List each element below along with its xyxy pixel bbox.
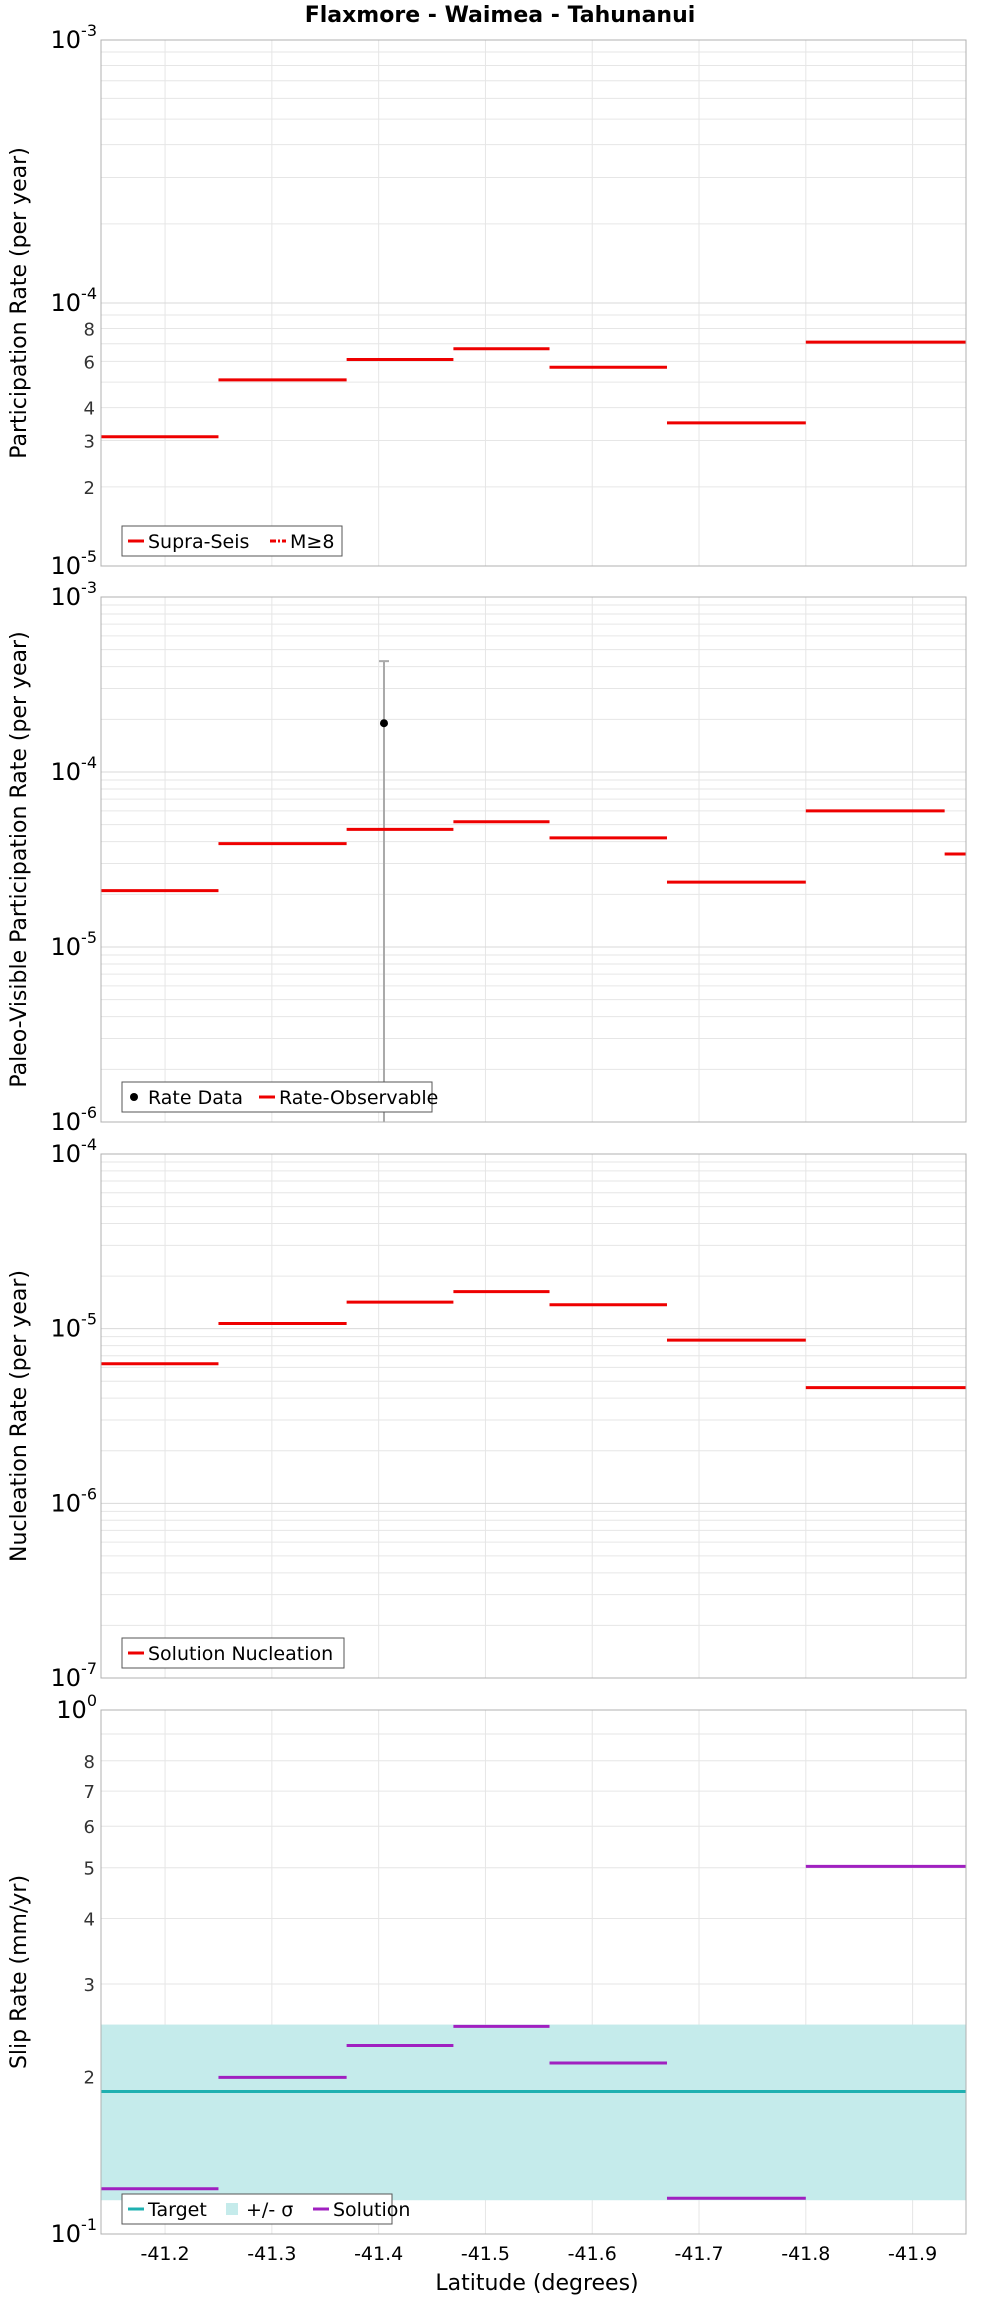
y-tick-label: 10-3 (51, 21, 98, 54)
x-tick-label: -41.2 (140, 2243, 189, 2265)
y-tick-label: 100 (56, 1691, 97, 1724)
legend-marker (130, 1093, 138, 1101)
data-layer (101, 1290, 966, 1390)
x-tick-label: -41.5 (461, 2243, 510, 2265)
legend-box (121, 525, 343, 557)
y-tick-label: 10-6 (51, 1484, 98, 1517)
y-minor-tick-label: 7 (84, 1782, 95, 1803)
y-tick-label: 10-4 (51, 753, 98, 786)
y-minor-tick-label: 2 (84, 2067, 95, 2088)
y-axis-label: Slip Rate (mm/yr) (7, 1875, 32, 2069)
y-minor-tick-label: 2 (84, 478, 95, 499)
legend: Target +/- σ Solution (121, 2193, 410, 2225)
y-tick-label: 10-4 (51, 284, 98, 317)
y-tick-label: 10-3 (51, 578, 98, 611)
legend-label: Solution Nucleation (148, 1643, 333, 1665)
rate-data-point (379, 719, 388, 728)
y-axis-label: Participation Rate (per year) (7, 147, 32, 459)
data-layer (101, 340, 966, 439)
legend-marker (226, 2203, 238, 2215)
plot-frame (100, 596, 967, 1123)
plot-frame (100, 39, 967, 567)
y-axis-label: Nucleation Rate (per year) (7, 1270, 32, 1562)
x-tick-label: -41.7 (674, 2243, 723, 2265)
x-tick-label: -41.3 (247, 2243, 296, 2265)
chart-title: Flaxmore - Waimea - Tahunanui (305, 3, 696, 28)
legend-label: Rate Data (148, 1087, 243, 1109)
y-minor-tick-label: 4 (84, 1910, 95, 1931)
data-layer (101, 660, 966, 1122)
y-tick-label: 10-4 (51, 1135, 98, 1168)
y-tick-label: 10-7 (51, 1659, 98, 1692)
y-minor-tick-label: 4 (84, 399, 95, 420)
y-tick-label: 10-6 (51, 1103, 98, 1136)
y-axis-label: Paleo-Visible Participation Rate (per ye… (7, 631, 32, 1087)
legend-label: +/- σ (246, 2199, 293, 2221)
y-tick-label: 10-5 (51, 547, 98, 580)
y-minor-tick-label: 3 (84, 1975, 95, 1996)
y-minor-tick-label: 8 (84, 319, 95, 340)
x-tick-label: -41.6 (568, 2243, 617, 2265)
x-axis-label: Latitude (degrees) (435, 2271, 638, 2296)
sigma-band (101, 2024, 966, 2201)
plot-frame (100, 1153, 967, 1679)
y-tick-label: 10-1 (51, 2215, 98, 2248)
legend-box (121, 1081, 433, 1113)
legend-box (121, 1637, 345, 1669)
y-minor-tick-label: 5 (84, 1859, 95, 1880)
panel-slip: 10-1 100 2 3 4 5 6 7 8 Slip Rate (mm/yr) Target +/-… (7, 1691, 967, 2248)
y-minor-tick-label: 6 (84, 1817, 95, 1838)
plot-area (101, 1154, 966, 1678)
panel-participation: 10-5 10-4 10-3 2 3 4 6 8 Participation Rate (per… (7, 21, 967, 580)
x-tick-label: -41.4 (354, 2243, 403, 2265)
panel-nucleation: 10-7 10-6 10-5 10-4 Nucleation Rate (per yea… (7, 1135, 967, 1692)
data-layer (101, 1864, 966, 2201)
legend-label: M≥8 (290, 531, 334, 553)
legend: Rate Data Rate-Observable (121, 1081, 438, 1113)
legend-box (121, 2193, 393, 2225)
x-tick-label: -41.9 (888, 2243, 937, 2265)
plot-frame (100, 1709, 967, 2235)
plot-area (101, 597, 966, 1122)
legend-label: Supra-Seis (148, 531, 249, 553)
legend: Solution Nucleation (121, 1637, 345, 1669)
legend-label: Rate-Observable (279, 1087, 438, 1109)
y-tick-label: 10-5 (51, 1310, 98, 1343)
y-minor-tick-label: 8 (84, 1752, 95, 1773)
y-tick-label: 10-5 (51, 928, 98, 961)
legend-label: Target (147, 2199, 207, 2221)
x-tick-label: -41.8 (781, 2243, 830, 2265)
y-minor-tick-label: 3 (84, 432, 95, 453)
panel-paleo: 10-6 10-5 10-4 10-3 Paleo-Visible Participat… (7, 578, 967, 1136)
legend-label: Solution (333, 2199, 410, 2221)
legend: Supra-Seis M≥8 (121, 525, 343, 557)
y-minor-tick-label: 6 (84, 352, 95, 373)
